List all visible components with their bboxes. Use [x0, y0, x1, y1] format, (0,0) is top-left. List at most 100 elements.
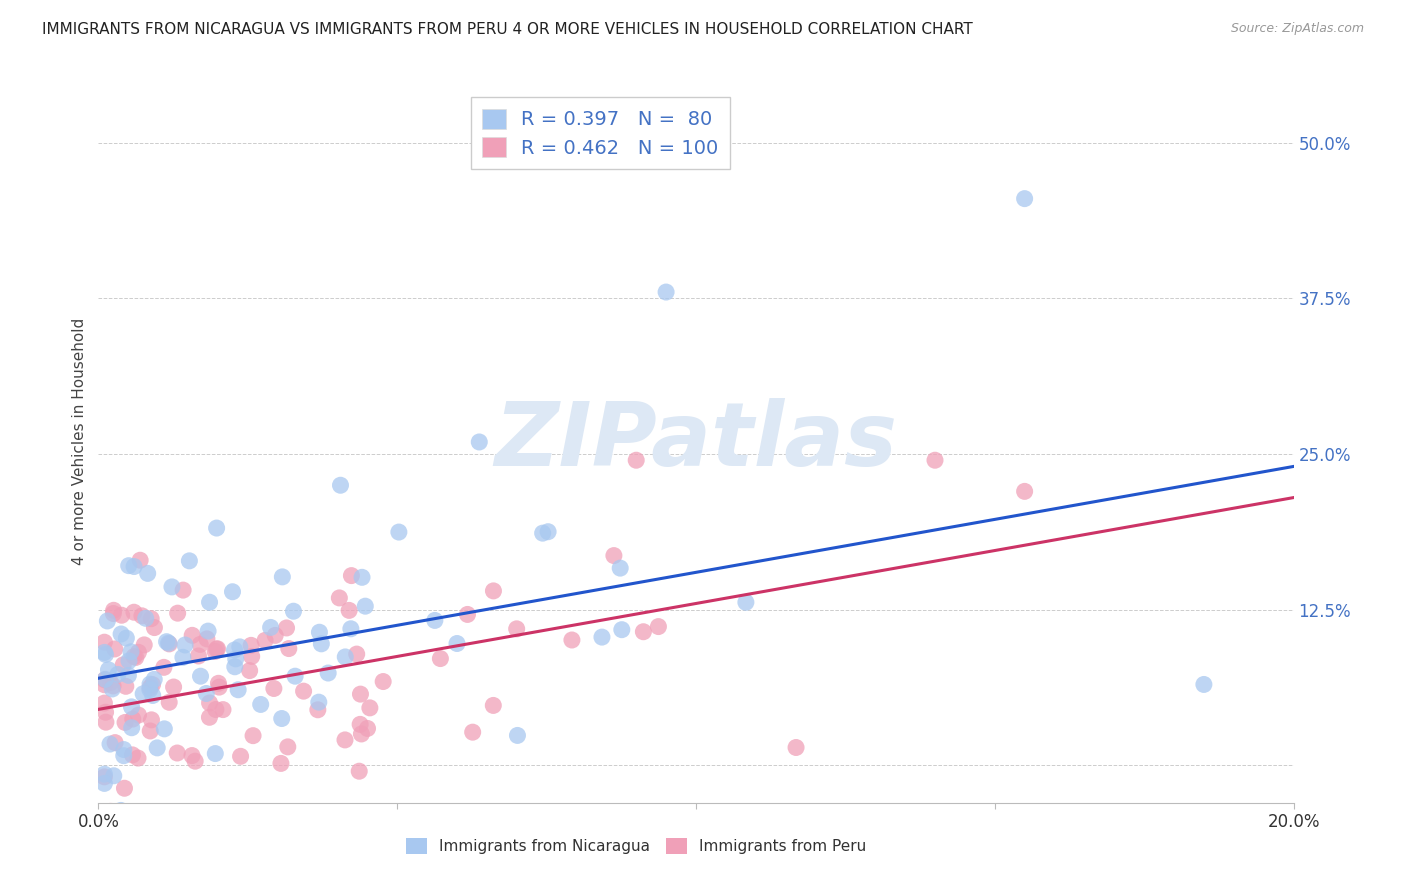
Point — [111, 608, 134, 623]
Y-axis label: 4 or more Vehicles in Household: 4 or more Vehicles in Household — [72, 318, 87, 566]
Point — [591, 630, 613, 644]
Point — [333, 733, 356, 747]
Point — [207, 641, 229, 656]
Point — [112, 742, 135, 756]
Point — [127, 645, 149, 659]
Point — [94, 673, 117, 687]
Point — [335, 649, 357, 664]
Point — [122, 649, 145, 664]
Point — [190, 669, 212, 683]
Point — [141, 612, 163, 626]
Point — [98, 737, 121, 751]
Point — [122, 605, 145, 619]
Point — [118, 558, 141, 573]
Point — [143, 621, 166, 635]
Point — [157, 636, 180, 650]
Point — [350, 727, 373, 741]
Point — [184, 754, 207, 768]
Point — [349, 687, 371, 701]
Point — [263, 681, 285, 696]
Point — [207, 676, 229, 690]
Point — [311, 637, 333, 651]
Point — [110, 804, 132, 818]
Point — [103, 603, 125, 617]
Point — [398, 842, 420, 856]
Point — [155, 634, 177, 648]
Point — [96, 614, 118, 628]
Point — [179, 554, 201, 568]
Point — [603, 549, 626, 563]
Point — [356, 722, 378, 736]
Point — [93, 635, 115, 649]
Point — [188, 637, 211, 651]
Point — [388, 524, 411, 539]
Point — [506, 728, 529, 742]
Point — [239, 664, 262, 678]
Point — [94, 715, 117, 730]
Point — [205, 702, 228, 716]
Point — [482, 698, 505, 713]
Point — [93, 645, 115, 659]
Point — [112, 748, 135, 763]
Point — [172, 583, 194, 598]
Point — [423, 614, 446, 628]
Point — [224, 643, 246, 657]
Point — [143, 673, 166, 687]
Point — [101, 681, 124, 696]
Point — [131, 608, 153, 623]
Point — [229, 749, 252, 764]
Point — [259, 620, 281, 634]
Point — [93, 776, 115, 790]
Point — [429, 651, 451, 665]
Point — [373, 674, 395, 689]
Point — [166, 606, 188, 620]
Point — [254, 633, 277, 648]
Point — [283, 604, 305, 618]
Point — [609, 561, 631, 575]
Point — [121, 712, 143, 726]
Point — [647, 619, 669, 633]
Point — [100, 675, 122, 690]
Point — [94, 648, 117, 662]
Point — [139, 681, 162, 695]
Point — [121, 721, 143, 735]
Point — [120, 645, 142, 659]
Point — [1014, 192, 1036, 206]
Point — [125, 650, 148, 665]
Text: ZIPatlas: ZIPatlas — [495, 398, 897, 485]
Point — [134, 638, 156, 652]
Point — [308, 695, 330, 709]
Point — [537, 524, 560, 539]
Point — [461, 725, 484, 739]
Point — [110, 627, 132, 641]
Point — [1192, 677, 1215, 691]
Point — [924, 453, 946, 467]
Point — [456, 607, 478, 622]
Point — [225, 652, 247, 666]
Point — [139, 723, 162, 738]
Point — [115, 631, 138, 645]
Point — [187, 648, 209, 663]
Point — [346, 647, 368, 661]
Point — [204, 747, 226, 761]
Point — [121, 699, 143, 714]
Point — [93, 696, 115, 710]
Point — [531, 526, 554, 541]
Point — [626, 453, 648, 467]
Point — [94, 673, 117, 687]
Point — [337, 603, 360, 617]
Point — [198, 595, 221, 609]
Point — [505, 622, 527, 636]
Point — [172, 650, 194, 665]
Point — [307, 703, 329, 717]
Point — [249, 698, 271, 712]
Point — [468, 434, 491, 449]
Point — [127, 751, 149, 765]
Point — [197, 624, 219, 639]
Point — [264, 628, 287, 642]
Point — [103, 607, 125, 621]
Point — [107, 667, 129, 681]
Point — [160, 580, 183, 594]
Point — [221, 584, 243, 599]
Point — [277, 641, 299, 656]
